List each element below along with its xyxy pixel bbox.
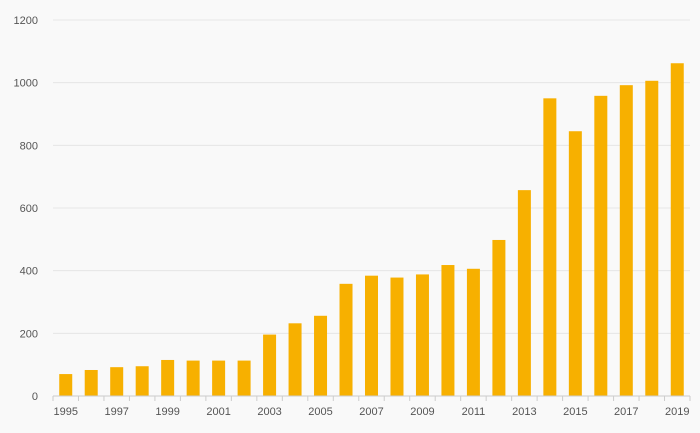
x-tick-label: 2003 [257, 406, 281, 418]
bar-2010 [441, 265, 455, 396]
bar-2019 [670, 63, 684, 397]
x-axis-labels: 1995 1997 1999 2001 2003 2005 2007 2009 2011 2013… [53, 406, 689, 418]
bar-1995 [59, 374, 73, 396]
x-tick-label: 2011 [462, 406, 486, 418]
y-tick-label: 0 [32, 391, 38, 403]
x-tick-label: 2013 [512, 406, 536, 418]
x-tick-label: 2015 [563, 406, 587, 418]
bars [59, 63, 684, 397]
bar-2004 [288, 323, 302, 396]
bar-2013 [517, 190, 531, 396]
bar-2006 [339, 283, 353, 396]
x-tick-label: 2017 [614, 406, 638, 418]
bar-2009 [415, 274, 429, 396]
y-axis-labels: 0 200 400 600 800 1000 1200 [14, 15, 38, 403]
bar-1999 [161, 359, 175, 396]
x-tick-label: 2019 [665, 406, 689, 418]
bar-2007 [365, 275, 378, 396]
bar-2018 [645, 80, 659, 396]
grid-lines [53, 19, 690, 334]
y-tick-label: 1200 [14, 15, 38, 27]
bar-2016 [594, 95, 608, 397]
bar-2005 [314, 315, 328, 396]
bar-1998 [135, 366, 149, 396]
x-tick-label: 1999 [155, 406, 179, 418]
y-tick-label: 1000 [14, 78, 38, 90]
x-tick-label: 1997 [104, 406, 128, 418]
bar-2000 [186, 360, 200, 396]
bar-2014 [543, 98, 557, 396]
bar-2012 [492, 239, 506, 396]
y-tick-label: 200 [20, 328, 38, 340]
bar-2015 [568, 131, 582, 396]
y-tick-label: 400 [20, 266, 38, 278]
bar-1997 [110, 367, 124, 396]
bar-1996 [84, 369, 98, 396]
x-tick-label: 1995 [53, 406, 77, 418]
bar-2011 [466, 268, 480, 396]
x-tick-label: 2001 [206, 406, 230, 418]
bar-2017 [619, 85, 633, 396]
bar-2003 [263, 334, 277, 396]
x-tick-label: 2007 [359, 406, 383, 418]
x-tick-label: 2009 [410, 406, 434, 418]
y-tick-label: 600 [20, 203, 38, 215]
bar-2001 [212, 360, 226, 396]
x-axis [52, 395, 691, 401]
bar-2002 [237, 360, 251, 396]
x-tick-label: 2005 [308, 406, 332, 418]
bar-2008 [390, 277, 404, 396]
y-tick-label: 800 [20, 140, 38, 152]
